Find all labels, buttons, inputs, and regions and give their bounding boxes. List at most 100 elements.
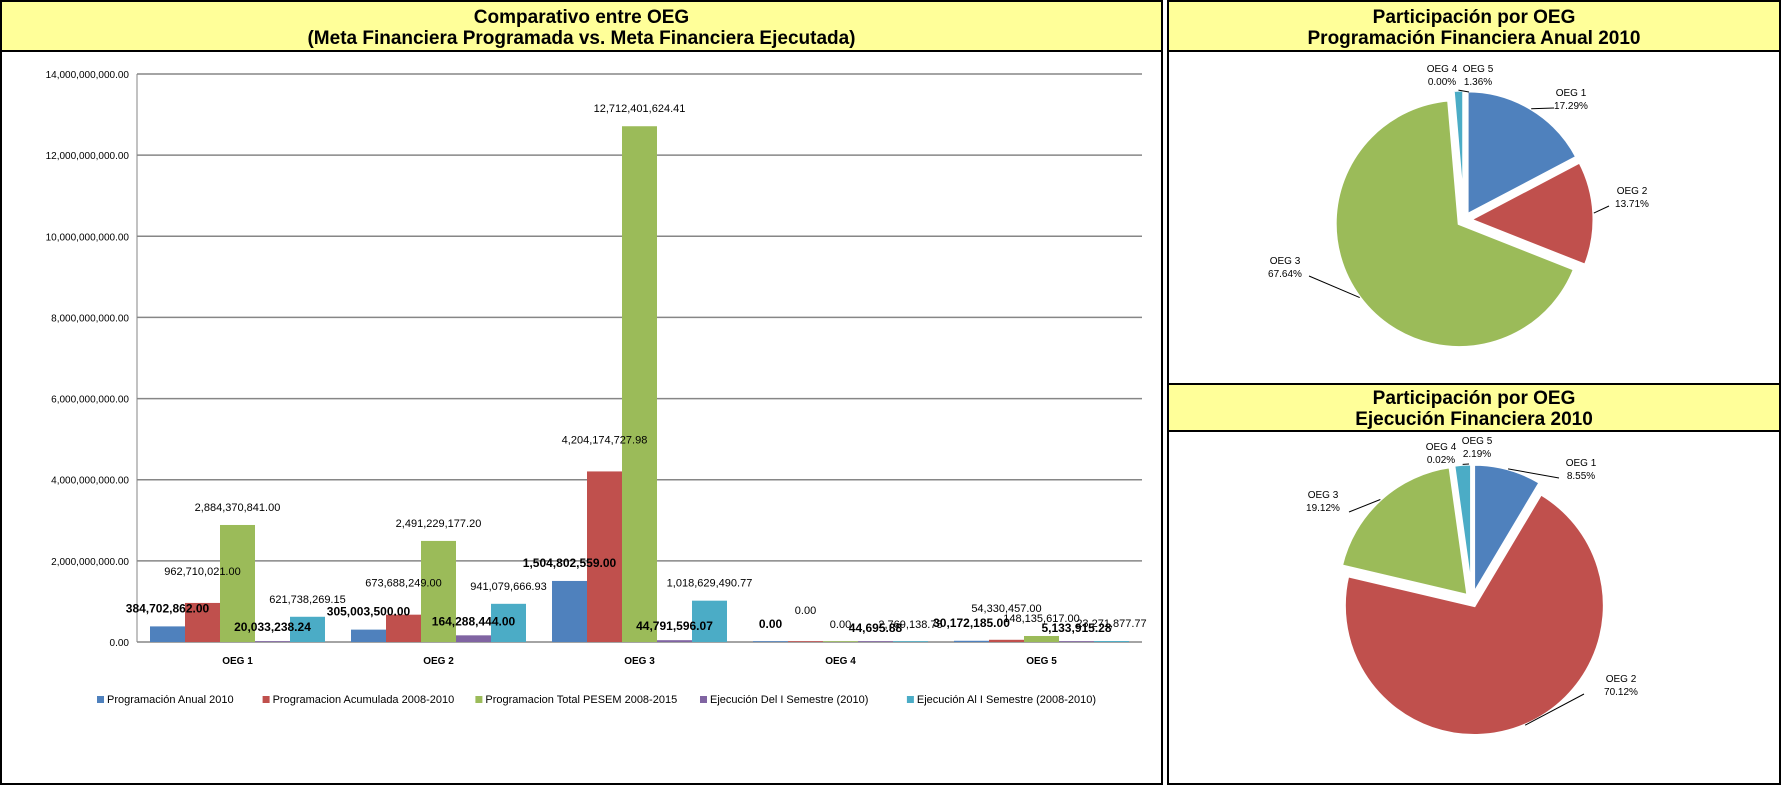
data-label: 962,710,021.00 bbox=[164, 566, 240, 578]
data-label: 2,491,229,177.20 bbox=[396, 518, 482, 530]
bar bbox=[823, 641, 858, 642]
data-label: 0.00 bbox=[795, 605, 816, 617]
data-label: 2,884,370,841.00 bbox=[195, 502, 281, 514]
bar bbox=[386, 614, 421, 642]
bar bbox=[1059, 641, 1094, 642]
slice-name-label: OEG 4 bbox=[1426, 442, 1457, 453]
bar bbox=[456, 635, 491, 642]
pie-chart-programacion-panel: Participación por OEG Programación Finan… bbox=[1167, 0, 1781, 385]
pie-ejecucion-title: Participación por OEG bbox=[1372, 388, 1576, 409]
data-label: 0.00 bbox=[759, 617, 783, 631]
pie-slice bbox=[1465, 89, 1579, 218]
legend-entry: Ejecución Al I Semestre (2008-2010) bbox=[917, 694, 1096, 706]
data-label: 44,695.88 bbox=[849, 621, 903, 635]
data-label: 0.00 bbox=[830, 619, 851, 631]
bar-chart-subtitle: (Meta Financiera Programada vs. Meta Fin… bbox=[307, 28, 856, 49]
slice-percent-label: 67.64% bbox=[1268, 269, 1302, 280]
y-tick-label: 12,000,000,000.00 bbox=[46, 151, 130, 162]
data-label: 164,288,444.00 bbox=[432, 614, 516, 628]
pie-chart-ejecucion: OEG 1 8.55% OEG 2 70.12% OEG 3 19.12% OEG 4 0.0… bbox=[1306, 436, 1638, 738]
pie-programacion-title: Participación por OEG bbox=[1372, 7, 1576, 28]
legend-swatch bbox=[262, 696, 270, 703]
bar-chart-title: Comparativo entre OEG bbox=[473, 7, 690, 28]
y-tick-label: 8,000,000,000.00 bbox=[51, 313, 129, 324]
slice-name-label: OEG 4 bbox=[1427, 64, 1458, 75]
legend-swatch bbox=[906, 696, 914, 703]
slice-percent-label: 13.71% bbox=[1615, 199, 1649, 210]
data-label: 20,033,238.24 bbox=[234, 620, 311, 634]
x-tick-label: OEG 3 bbox=[624, 656, 655, 667]
legend-swatch bbox=[97, 696, 104, 703]
slice-percent-label: 70.12% bbox=[1604, 687, 1638, 698]
y-tick-label: 4,000,000,000.00 bbox=[51, 476, 129, 487]
bar bbox=[552, 580, 587, 642]
x-tick-label: OEG 4 bbox=[825, 656, 856, 667]
y-tick-label: 6,000,000,000.00 bbox=[51, 395, 129, 406]
bar bbox=[954, 640, 989, 642]
legend-swatch bbox=[700, 696, 707, 703]
data-label: 941,079,666.93 bbox=[470, 581, 546, 593]
bar bbox=[989, 639, 1024, 642]
bar bbox=[753, 641, 788, 642]
pie-slice bbox=[1339, 465, 1470, 598]
data-label: 384,702,862.00 bbox=[126, 601, 210, 615]
bar bbox=[587, 471, 622, 642]
x-tick-label: OEG 1 bbox=[222, 656, 253, 667]
data-label: 54,330,457.00 bbox=[971, 603, 1041, 615]
data-label: 1,018,629,490.77 bbox=[667, 578, 753, 590]
slice-name-label: OEG 5 bbox=[1463, 64, 1494, 75]
pie-ejecucion-header: Participación por OEG Ejecución Financie… bbox=[1169, 385, 1779, 432]
slice-name-label: OEG 3 bbox=[1308, 490, 1339, 501]
bar bbox=[893, 641, 928, 642]
pie-chart-ejecucion-panel: Participación por OEG Ejecución Financie… bbox=[1167, 383, 1781, 785]
slice-percent-label: 0.00% bbox=[1428, 77, 1456, 88]
y-tick-label: 0.00 bbox=[110, 638, 130, 649]
x-tick-label: OEG 2 bbox=[423, 656, 454, 667]
slice-name-label: OEG 1 bbox=[1556, 88, 1587, 99]
leader-line bbox=[1531, 107, 1555, 110]
bar bbox=[351, 629, 386, 642]
leader-line bbox=[1308, 275, 1360, 299]
bar bbox=[290, 616, 325, 642]
slice-percent-label: 8.55% bbox=[1567, 471, 1595, 482]
data-label: 2,769,138.75 bbox=[878, 619, 942, 631]
y-tick-label: 14,000,000,000.00 bbox=[46, 70, 130, 81]
bar bbox=[1024, 635, 1059, 642]
bar bbox=[220, 524, 255, 642]
slice-percent-label: 1.36% bbox=[1464, 77, 1492, 88]
bar bbox=[421, 540, 456, 642]
bar bbox=[491, 603, 526, 642]
bar bbox=[692, 600, 727, 642]
slice-name-label: OEG 2 bbox=[1617, 186, 1648, 197]
data-label: 44,791,596.07 bbox=[636, 619, 713, 633]
x-tick-label: OEG 5 bbox=[1026, 656, 1057, 667]
slice-percent-label: 0.02% bbox=[1427, 455, 1455, 466]
slice-percent-label: 19.12% bbox=[1306, 503, 1340, 514]
data-label: 1,504,802,559.00 bbox=[523, 556, 617, 570]
bar-chart-panel: Comparativo entre OEG (Meta Financiera P… bbox=[0, 0, 1163, 785]
leader-line bbox=[1348, 499, 1381, 513]
data-label: 305,003,500.00 bbox=[327, 605, 411, 619]
legend-entry: Programacion Total PESEM 2008-2015 bbox=[485, 694, 677, 706]
pie-ejecucion-subtitle: Ejecución Financiera 2010 bbox=[1355, 409, 1593, 430]
data-label: 148,135,617.00 bbox=[1003, 613, 1079, 625]
data-label: 621,738,269.15 bbox=[269, 594, 345, 606]
legend-entry: Programacion Acumulada 2008-2010 bbox=[273, 694, 455, 706]
data-label: 12,712,401,624.41 bbox=[594, 103, 686, 115]
pie-programacion-header: Participación por OEG Programación Finan… bbox=[1169, 2, 1779, 52]
slice-name-label: OEG 1 bbox=[1566, 458, 1597, 469]
leader-line bbox=[1524, 693, 1585, 726]
bar bbox=[657, 640, 692, 642]
bar bbox=[622, 126, 657, 643]
slice-percent-label: 2.19% bbox=[1463, 449, 1491, 460]
bar bbox=[1094, 641, 1129, 642]
slice-percent-label: 17.29% bbox=[1554, 101, 1588, 112]
leader-line bbox=[1458, 89, 1470, 93]
leader-line bbox=[1508, 468, 1560, 479]
bar-chart-header: Comparativo entre OEG (Meta Financiera P… bbox=[2, 2, 1161, 52]
data-label: 5,133,915.28 bbox=[1041, 621, 1111, 635]
pie-programacion-subtitle: Programación Financiera Anual 2010 bbox=[1307, 28, 1641, 49]
legend-entry: Ejecución Del I Semestre (2010) bbox=[710, 694, 868, 706]
bar-chart: 0.00 2,000,000,000.00 4,000,000,000.00 6,00… bbox=[46, 70, 1147, 706]
bar bbox=[150, 626, 185, 642]
